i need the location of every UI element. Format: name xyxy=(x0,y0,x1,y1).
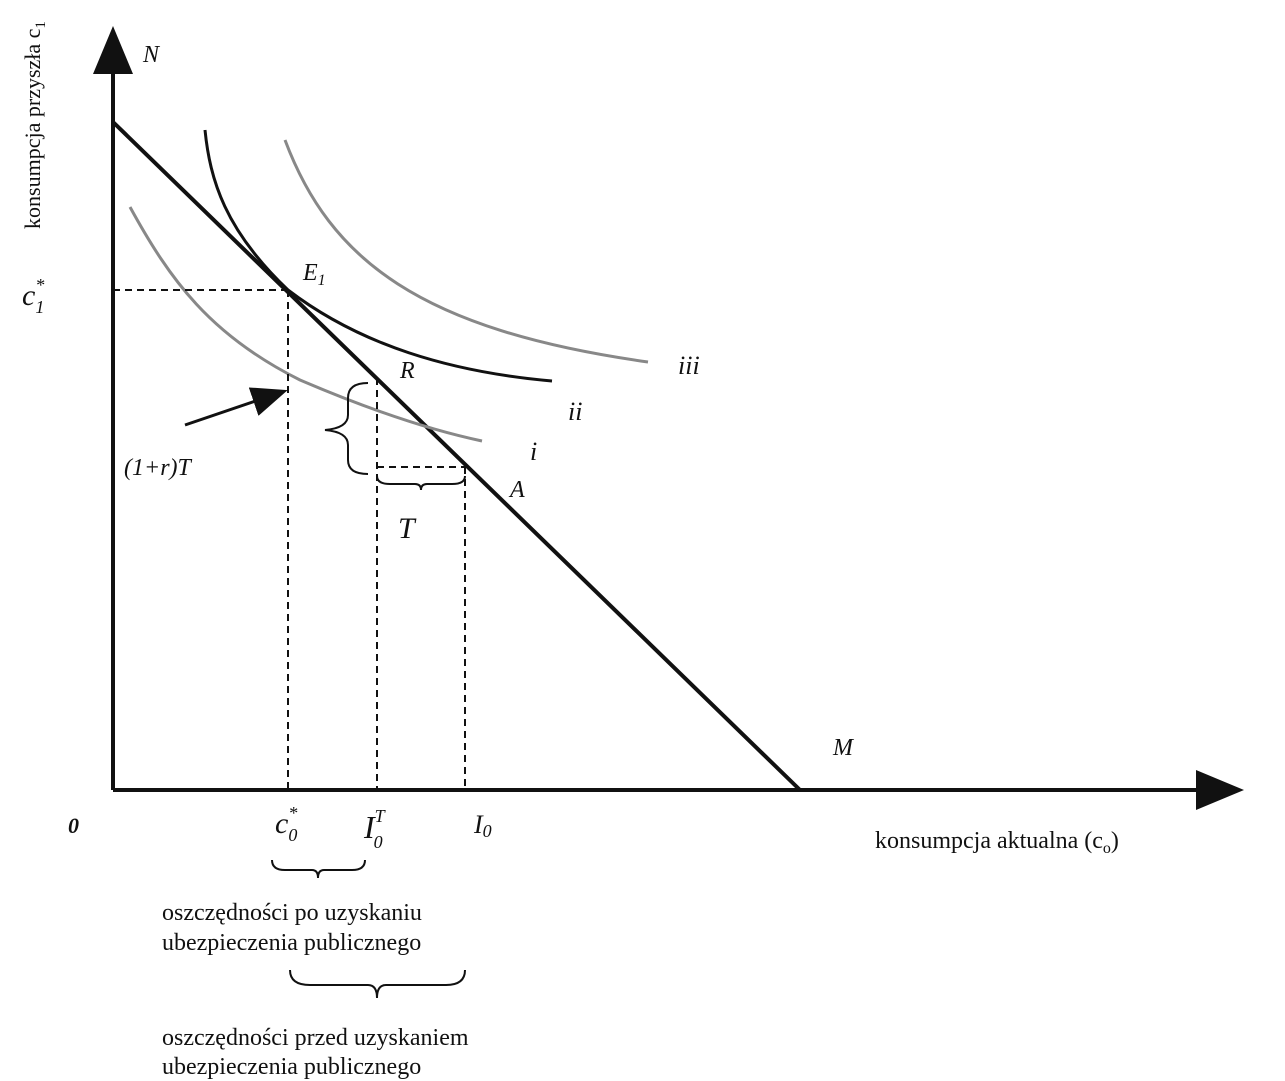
tick-I0: I0 xyxy=(473,810,492,841)
pointer-arrow xyxy=(184,387,288,427)
y-label-sub: 1 xyxy=(33,21,49,29)
c0-sup: * xyxy=(288,803,297,823)
curve-iii xyxy=(283,139,649,364)
x-axis-label: konsumpcja aktualna (co) xyxy=(875,828,1119,857)
point-R: R xyxy=(399,358,415,384)
point-E1: E1 xyxy=(302,260,326,289)
point-A: A xyxy=(508,477,525,503)
I0-sub: 0 xyxy=(483,821,492,841)
point-M: M xyxy=(832,735,855,761)
c1-sup: * xyxy=(35,275,44,295)
E1-base: E xyxy=(302,260,318,286)
tick-I0T: IT 0 xyxy=(363,806,387,852)
note-line: ubezpieczenia publicznego xyxy=(162,930,421,956)
note-line: oszczędności przed uzyskaniem xyxy=(162,1025,469,1051)
curve-label-iii: iii xyxy=(678,351,700,380)
tick-c0-star: c* 0 xyxy=(275,803,297,845)
curve-label-i: i xyxy=(530,437,537,466)
E1-sub: 1 xyxy=(318,272,326,289)
note-line: oszczędności po uzyskaniu xyxy=(162,900,422,926)
origin-label: 0 xyxy=(68,813,79,838)
guides xyxy=(113,289,466,790)
point-N: N xyxy=(142,42,161,68)
x-label-sub: o xyxy=(1103,840,1111,857)
c1-base: c xyxy=(22,279,35,312)
curve-i xyxy=(128,206,483,443)
note-line: ubezpieczenia publicznego xyxy=(162,1054,421,1080)
c0-base: c xyxy=(275,807,288,840)
budget-line xyxy=(111,120,802,792)
c1-sub: 1 xyxy=(35,297,44,317)
I0T-sup: T xyxy=(375,806,387,826)
braces xyxy=(271,382,466,999)
curve-label-ii: ii xyxy=(568,397,582,426)
I0T-base: I xyxy=(363,809,376,845)
y-label-base: konsumpcja przyszła c xyxy=(20,28,45,229)
curve-ii xyxy=(203,129,553,383)
I0T-sub: 0 xyxy=(374,832,383,852)
tick-c1-star: c* 1 xyxy=(22,275,44,317)
I0-base: I xyxy=(473,810,484,839)
annotation-T: T xyxy=(398,512,417,545)
x-label-tail: ) xyxy=(1111,828,1119,854)
x-label-base: konsumpcja aktualna (c xyxy=(875,828,1103,854)
y-axis-label: konsumpcja przyszła c1 xyxy=(20,21,49,229)
c0-sub: 0 xyxy=(288,825,297,845)
annotation-1rT: (1+r)T xyxy=(124,455,193,481)
